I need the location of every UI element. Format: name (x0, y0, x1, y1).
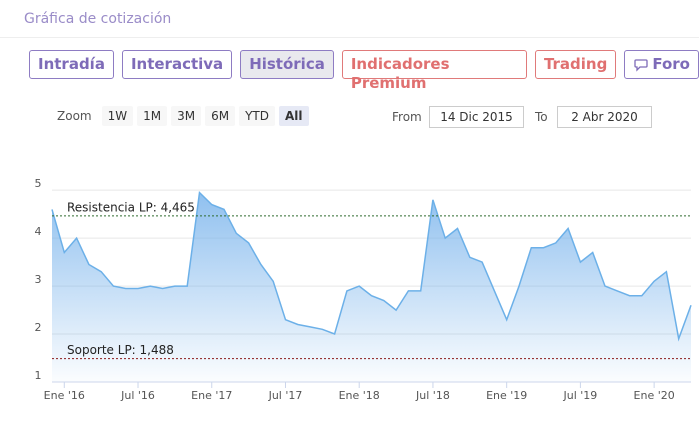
tab[interactable]: Foro (624, 50, 699, 79)
x-tick-label: Ene '20 (634, 389, 675, 402)
tabs: Intradía Interactiva Histórica Indicador… (29, 50, 699, 92)
zoom: Zoom 1W 1M 3M 6M YTD All (57, 106, 309, 126)
y-tick-label: 4 (35, 225, 42, 238)
y-tick-label: 3 (35, 273, 42, 286)
price-line (51, 191, 692, 342)
tab[interactable]: Intradía (29, 50, 114, 79)
x-tick-label: Ene '17 (191, 389, 232, 402)
tab-label: Foro (652, 55, 690, 73)
to-label: To (535, 110, 548, 124)
x-tick-label: Ene '18 (339, 389, 380, 402)
x-tick-label: Jul '18 (415, 389, 450, 402)
y-tick-label: 2 (35, 321, 42, 334)
from-input[interactable]: 14 Dic 2015 (429, 106, 524, 128)
tab[interactable]: Interactiva (121, 50, 233, 79)
zoom-button[interactable]: 1W (101, 106, 134, 126)
separator (0, 37, 699, 38)
zoom-button[interactable]: 6M (205, 106, 236, 126)
chat-icon (634, 58, 648, 72)
y-tick-label: 5 (35, 177, 42, 190)
area-fill (52, 192, 691, 382)
level-label: Soporte LP: 1,488 (67, 343, 174, 357)
zoom-label: Zoom (57, 109, 92, 123)
x-tick-label: Jul '19 (563, 389, 598, 402)
x-tick-label: Ene '19 (486, 389, 527, 402)
to-input[interactable]: 2 Abr 2020 (557, 106, 652, 128)
x-tick-label: Jul '16 (120, 389, 155, 402)
zoom-button[interactable]: 1M (137, 106, 168, 126)
y-tick-label: 1 (35, 369, 42, 382)
zoom-button[interactable]: All (279, 106, 309, 126)
x-tick-label: Jul '17 (268, 389, 303, 402)
level-label: Resistencia LP: 4,465 (67, 200, 195, 214)
header-title: Gráfica de cotización (24, 11, 172, 27)
from-label: From (392, 110, 422, 124)
tab[interactable]: Histórica (240, 50, 334, 79)
zoom-button[interactable]: YTD (239, 106, 275, 126)
x-tick-label: Ene '16 (44, 389, 85, 402)
zoom-button[interactable]: 3M (171, 106, 202, 126)
tab[interactable]: Indicadores Premium (341, 50, 527, 92)
tab[interactable]: Trading (534, 50, 617, 79)
